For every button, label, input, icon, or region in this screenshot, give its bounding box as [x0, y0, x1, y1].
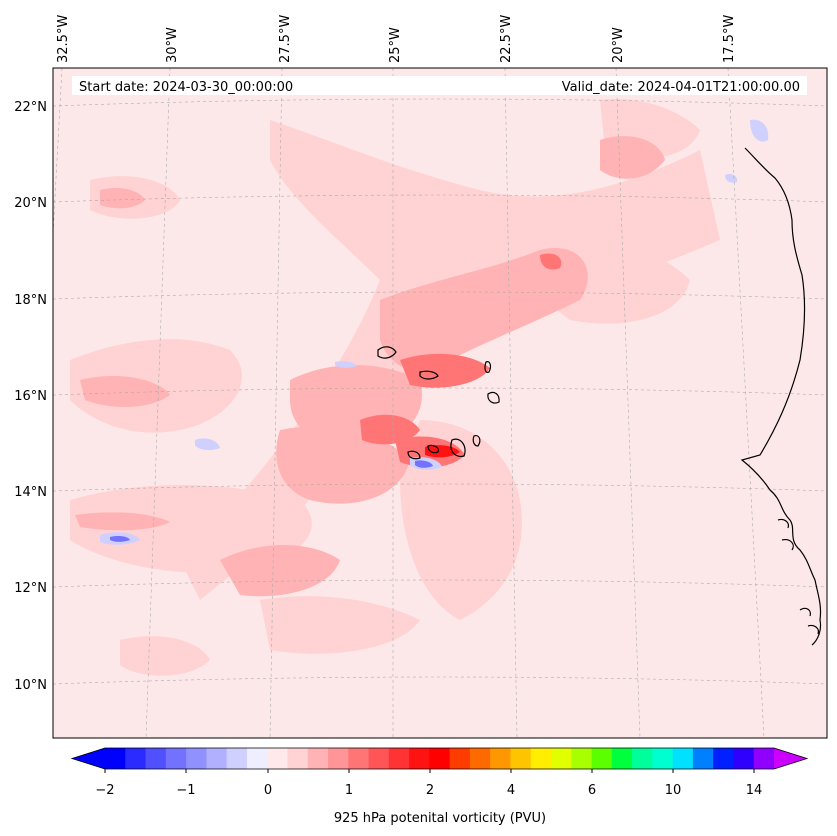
colorbar-under-arrow: [72, 748, 105, 769]
lon-label: 27.5°W: [278, 15, 293, 63]
coastlines: [377, 147, 822, 646]
colorbar-segment: [246, 748, 268, 769]
parallel-line: [53, 194, 827, 203]
colorbar-segment: [591, 748, 613, 769]
island-3: [484, 361, 492, 373]
lat-label: 16°N: [14, 389, 47, 404]
colorbar-segment: [206, 748, 228, 769]
colorbar-segment: [368, 748, 390, 769]
colorbar-segment: [530, 748, 552, 769]
island-6: [450, 438, 466, 457]
lon-label: 20°W: [611, 27, 626, 63]
lon-label: 17.5°W: [722, 15, 737, 63]
lat-label: 22°N: [14, 100, 47, 115]
colorbar-segment: [105, 748, 126, 769]
lat-label: 12°N: [14, 581, 47, 596]
colorbar-tick-label: 0: [264, 783, 272, 798]
island-5: [472, 435, 481, 447]
parallel-line: [53, 676, 827, 685]
colorbar: [70, 747, 809, 773]
island-4: [487, 391, 500, 404]
island-7: [427, 444, 439, 454]
colorbar-segment: [692, 748, 714, 769]
parallel-line: [53, 98, 827, 107]
island-1: [377, 346, 397, 359]
africa-coastline: [740, 147, 822, 646]
colorbar-segment: [287, 748, 309, 769]
colorbar-tick-label: 4: [507, 783, 515, 798]
map-panel: [53, 68, 827, 738]
lat-label: 10°N: [14, 678, 47, 693]
lat-label: 18°N: [14, 293, 47, 308]
colorbar-tick-label: 14: [746, 783, 763, 798]
colorbar-tick-label: 10: [665, 783, 682, 798]
colorbar-tick-label: 1: [345, 783, 353, 798]
lon-label: 30°W: [165, 27, 180, 63]
colorbar-segment: [611, 748, 633, 769]
colorbar-segment: [186, 748, 207, 769]
colorbar-segment: [632, 748, 653, 769]
latitude-labels: 22°N 20°N 18°N 16°N 14°N 12°N 10°N: [14, 100, 47, 693]
colorbar-over-arrow: [774, 748, 807, 769]
parallel-line: [53, 387, 827, 396]
lon-label: 32.5°W: [56, 15, 71, 63]
lat-label: 20°N: [14, 196, 47, 211]
colorbar-segment: [226, 748, 248, 769]
colorbar-tick-label: 6: [588, 783, 596, 798]
lon-label: 25°W: [388, 27, 403, 63]
colorbar-segment: [652, 748, 674, 769]
colorbar-segment: [713, 748, 734, 769]
colorbar-segment: [165, 748, 187, 769]
island-2: [419, 370, 439, 380]
pv-contours-negative-strong: [110, 460, 433, 542]
colorbar-segment: [733, 748, 755, 769]
map-frame: [52, 67, 828, 739]
colorbar-segment: [388, 748, 410, 769]
colorbar-segment: [571, 748, 593, 769]
colorbar-segment: [409, 748, 430, 769]
colorbar-title: 925 hPa potenital vorticity (PVU): [334, 811, 546, 826]
colorbar-tick-label: −1: [176, 783, 195, 798]
colorbar-tick-label: 2: [426, 783, 434, 798]
start-date-label: Start date: 2024-03-30_00:00:00: [79, 80, 293, 95]
colorbar-segment: [348, 748, 370, 769]
colorbar-segment: [510, 748, 532, 769]
graticule: [53, 68, 827, 738]
parallel-line: [53, 291, 827, 300]
header-box: [72, 76, 807, 95]
colorbar-ticks: −2 −1 0 1 2 4 6 10 14: [95, 783, 762, 798]
colorbar-segment: [125, 748, 147, 769]
senegal-islands: [777, 518, 819, 635]
lon-label: 22.5°W: [499, 15, 514, 63]
colorbar-segment: [551, 748, 572, 769]
colorbar-segment: [469, 748, 491, 769]
colorbar-segment: [429, 748, 451, 769]
island-8: [407, 450, 421, 460]
parallel-line: [53, 579, 827, 588]
colorbar-segment: [490, 748, 511, 769]
colorbar-segment: [449, 748, 471, 769]
colorbar-segment: [753, 748, 775, 769]
pv-contours-medium-red: [75, 136, 665, 597]
colorbar-tick-label: −2: [95, 783, 114, 798]
valid-date-label: Valid_date: 2024-04-01T21:00:00.00: [562, 80, 800, 95]
longitude-labels: 32.5°W 30°W 27.5°W 25°W 22.5°W 20°W 17.5…: [56, 15, 737, 63]
parallel-line: [53, 483, 827, 492]
colorbar-segment: [267, 748, 288, 769]
colorbar-segment: [328, 748, 349, 769]
lat-label: 14°N: [14, 485, 47, 500]
colorbar-segment: [145, 748, 167, 769]
colorbar-segment: [672, 748, 694, 769]
colorbar-segment: [307, 748, 329, 769]
